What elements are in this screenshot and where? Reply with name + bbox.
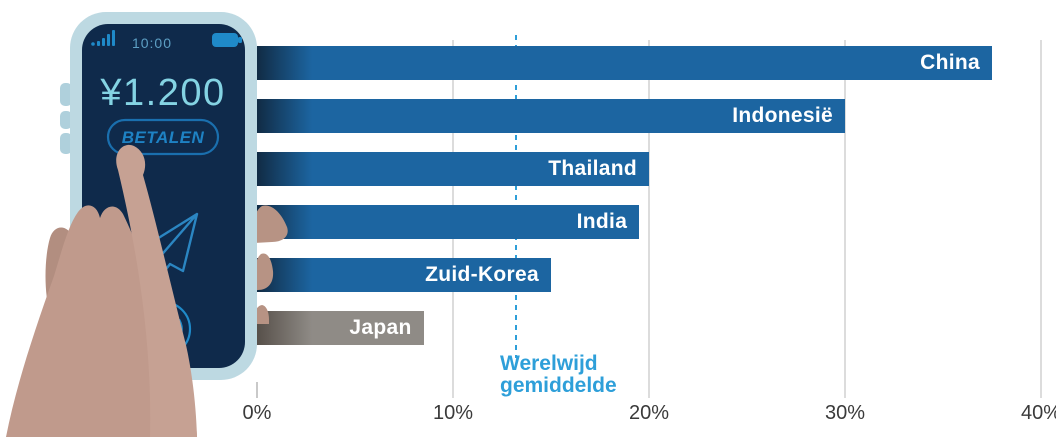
zero-tick	[256, 382, 258, 398]
signal-icon	[91, 30, 115, 46]
bar-label: Thailand	[548, 157, 637, 180]
bar-japan: Japan	[257, 311, 424, 345]
x-axis-tick-label: 30%	[824, 402, 866, 424]
status-time: 10:00	[132, 35, 172, 51]
fingertips-right	[252, 205, 288, 324]
x-axis-tick-label: 40%	[1020, 402, 1056, 424]
x-axis-tick-label: 20%	[628, 402, 670, 424]
bar-indonesi: Indonesië	[257, 99, 845, 133]
bar-china: China	[257, 46, 992, 80]
average-label: Werelwijd gemiddelde	[500, 353, 660, 397]
pay-button-label: BETALEN	[122, 128, 205, 147]
bar-india: India	[257, 205, 640, 239]
bar-thailand: Thailand	[257, 152, 649, 186]
bar-label: Indonesië	[732, 104, 833, 127]
bar-label: China	[920, 51, 980, 74]
bar-label: Japan	[349, 316, 412, 339]
pressing-finger	[116, 144, 197, 437]
gridline	[844, 40, 846, 398]
bar-label: India	[576, 210, 628, 233]
x-axis-tick-label: 10%	[432, 402, 474, 424]
average-label-line2: gemiddelde	[500, 374, 617, 397]
phone-illustration: 10:00 ¥1.200 BETALEN	[6, 12, 288, 437]
x-axis-tick-label: 0%	[242, 402, 272, 424]
payment-amount: ¥1.200	[99, 72, 225, 114]
bar-chart: China Indonesië Thailand India Zuid-Korea Jap…	[243, 35, 1056, 424]
battery-icon	[212, 33, 242, 47]
phone-side-buttons	[60, 83, 72, 154]
average-label-line1: Werelwijd	[500, 352, 598, 375]
hand	[6, 205, 197, 437]
gridline	[1040, 40, 1042, 398]
bar-zuid-korea: Zuid-Korea	[257, 258, 551, 292]
average-reference-line	[514, 35, 517, 358]
pay-button: BETALEN	[106, 118, 220, 156]
gridline	[648, 40, 650, 398]
bar-label: Zuid-Korea	[425, 263, 539, 286]
